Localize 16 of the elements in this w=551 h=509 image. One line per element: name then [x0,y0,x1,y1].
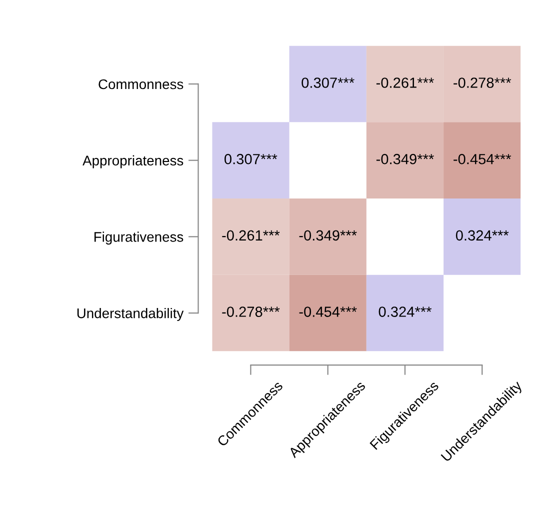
y-tick-label: Appropriateness [82,155,184,168]
y-tick-label: Figurativeness [94,232,184,245]
y-tick-label: Understandability [77,308,184,321]
data-label: -0.349*** [299,230,357,241]
data-label: -0.261*** [222,230,280,241]
data-label: -0.454*** [299,306,357,317]
y-tick-label: Commonness [98,79,184,90]
data-label: -0.261*** [376,78,434,88]
data-label: -0.278*** [222,306,280,317]
data-label: -0.454*** [454,154,512,164]
data-label: -0.349*** [376,154,434,164]
data-label: 0.307*** [302,78,354,88]
data-label: 0.324*** [456,230,509,241]
data-label: 0.307*** [224,154,278,164]
data-label: -0.278*** [454,78,512,88]
data-label: 0.324*** [378,306,432,317]
